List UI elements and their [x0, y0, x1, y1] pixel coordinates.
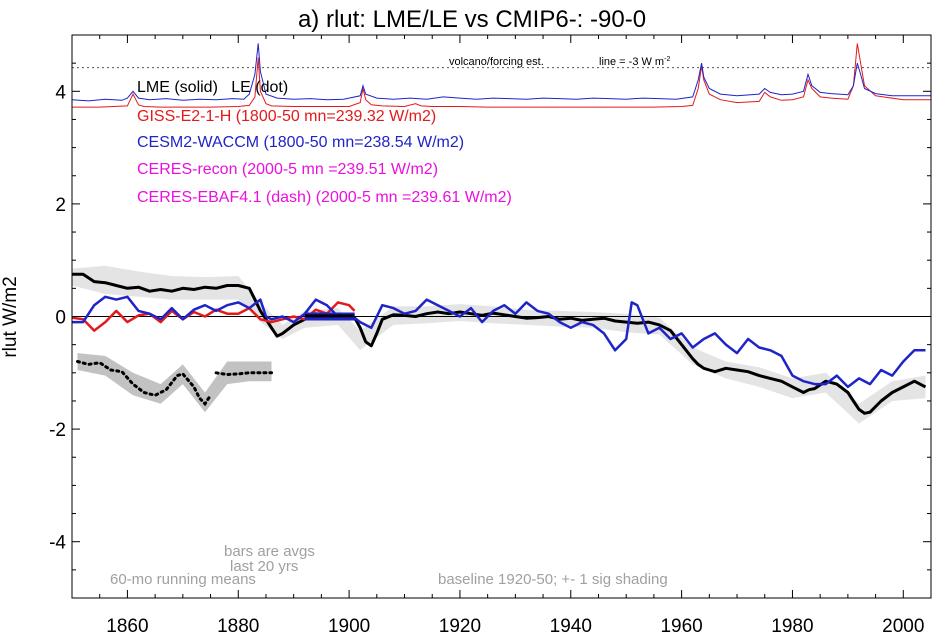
legend-ceres-ebaf: CERES-EBAF4.1 (dash) (2000-5 mn =239.61 … — [137, 189, 512, 206]
legend-ceres-recon: CERES-recon (2000-5 mn =239.51 W/m2) — [137, 161, 438, 178]
average-bars — [304, 312, 355, 321]
line-note-text: line = -3 W m — [599, 56, 664, 68]
lme-line — [72, 272, 927, 415]
le-line-0 — [76, 360, 212, 407]
axes — [71, 34, 932, 599]
line-note: line = -3 W m-2 — [599, 56, 670, 68]
shading-bands — [72, 265, 926, 424]
x-tick-label: 1880 — [217, 616, 259, 637]
y-tick-label: -4 — [49, 533, 66, 554]
x-tick-label: 1920 — [439, 616, 481, 637]
bars-note-1: bars are avgs — [224, 543, 315, 560]
legend-giss: GISS-E2-1-H (1800-50 mn=239.32 W/m2) — [137, 108, 436, 125]
cesm-line — [72, 295, 926, 389]
x-tick-label: 1860 — [106, 616, 148, 637]
running-mean-note: 60-mo running means — [110, 571, 256, 588]
forcing_cesm-line — [71, 43, 931, 102]
le-line-1 — [214, 371, 273, 377]
line-note-superscript: -2 — [664, 56, 670, 63]
x-tick-label: 1960 — [660, 616, 702, 637]
legend-lme-le: LME (solid) LE (dot) — [137, 79, 288, 96]
series-lines — [71, 43, 931, 415]
baseline-note: baseline 1920-50; +- 1 sig shading — [438, 571, 668, 588]
forcing_giss-line — [72, 43, 931, 108]
x-tick-label: 1940 — [550, 616, 592, 637]
legend-cesm: CESM2-WACCM (1800-50 mn=238.54 W/m2) — [137, 134, 464, 151]
lme-shading-band — [72, 265, 926, 424]
annotations: volcano/forcing est. line = -3 W m-2 bar… — [110, 56, 670, 588]
x-tick-label: 2000 — [882, 616, 924, 637]
x-tick-label: 1900 — [328, 616, 370, 637]
y-tick-label: 4 — [55, 82, 66, 103]
y-tick-label: 0 — [55, 308, 66, 329]
tick-labels: -4 -2 0 2 4 1860 1880 1900 1920 1940 1960 1980 2000 — [49, 82, 924, 637]
legend: LME (solid) LE (dot) GISS-E2-1-H (1800-5… — [137, 79, 512, 206]
bars-note-2: last 20 yrs — [230, 558, 298, 575]
y-tick-label: 2 — [55, 195, 66, 216]
le-shading-band — [77, 353, 272, 413]
reference-lines — [72, 67, 931, 317]
y-axis-label: rlut W/m2 — [0, 276, 21, 357]
chart-title: a) rlut: LME/LE vs CMIP6-: -90-0 — [298, 6, 646, 33]
x-tick-label: 1980 — [771, 616, 813, 637]
y-tick-label: -2 — [49, 420, 66, 441]
volcano-note: volcano/forcing est. — [449, 56, 544, 68]
